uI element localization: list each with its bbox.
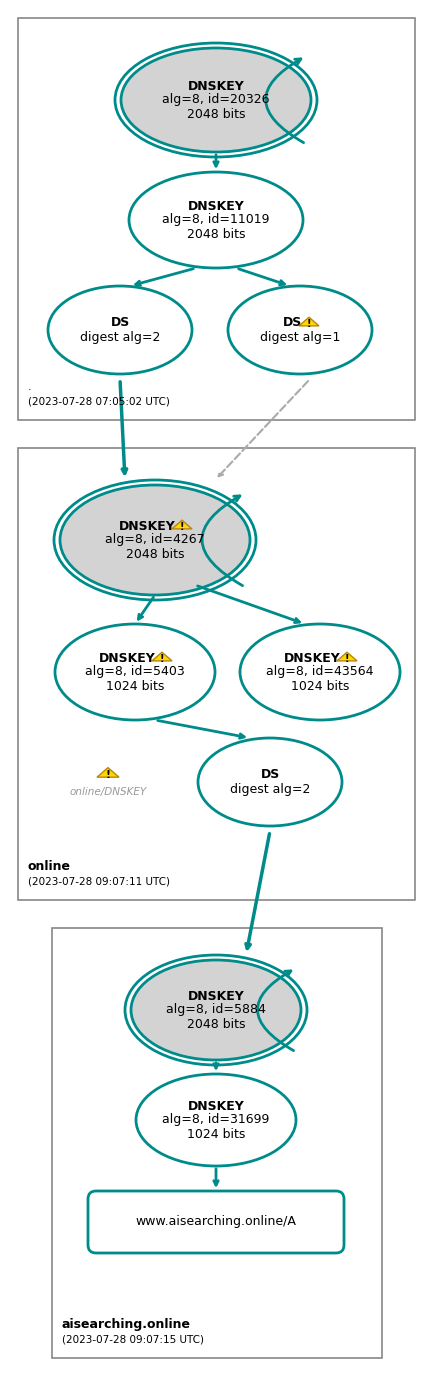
Text: alg=8, id=4267: alg=8, id=4267 xyxy=(105,533,205,547)
Text: DNSKEY: DNSKEY xyxy=(187,989,244,1003)
Ellipse shape xyxy=(60,485,250,595)
Text: DNSKEY: DNSKEY xyxy=(187,200,244,212)
Text: DS: DS xyxy=(260,769,280,781)
Ellipse shape xyxy=(48,287,192,373)
FancyBboxPatch shape xyxy=(18,448,415,900)
Text: digest alg=2: digest alg=2 xyxy=(80,331,160,343)
Polygon shape xyxy=(299,317,319,325)
Text: .: . xyxy=(28,382,32,391)
FancyBboxPatch shape xyxy=(88,1191,344,1253)
Text: www.aisearching.online/A: www.aisearching.online/A xyxy=(136,1215,297,1229)
Text: !: ! xyxy=(307,318,311,329)
Text: 2048 bits: 2048 bits xyxy=(187,107,245,120)
Polygon shape xyxy=(97,768,119,777)
Text: 2048 bits: 2048 bits xyxy=(126,547,184,561)
Text: alg=8, id=5884: alg=8, id=5884 xyxy=(166,1003,266,1017)
Text: (2023-07-28 09:07:15 UTC): (2023-07-28 09:07:15 UTC) xyxy=(62,1335,204,1345)
Text: online/DNSKEY: online/DNSKEY xyxy=(69,787,147,796)
Text: 1024 bits: 1024 bits xyxy=(187,1127,245,1141)
Text: alg=8, id=11019: alg=8, id=11019 xyxy=(162,214,270,226)
Text: digest alg=2: digest alg=2 xyxy=(230,783,310,795)
Text: (2023-07-28 07:05:02 UTC): (2023-07-28 07:05:02 UTC) xyxy=(28,397,170,407)
Ellipse shape xyxy=(240,624,400,719)
Text: DNSKEY: DNSKEY xyxy=(284,652,340,664)
Text: DNSKEY: DNSKEY xyxy=(99,652,155,664)
Polygon shape xyxy=(337,652,357,661)
Text: (2023-07-28 09:07:11 UTC): (2023-07-28 09:07:11 UTC) xyxy=(28,876,170,887)
Text: DS: DS xyxy=(110,317,129,329)
Text: 2048 bits: 2048 bits xyxy=(187,1017,245,1031)
Text: DNSKEY: DNSKEY xyxy=(187,1100,244,1112)
Text: 2048 bits: 2048 bits xyxy=(187,227,245,241)
Text: alg=8, id=31699: alg=8, id=31699 xyxy=(162,1113,270,1126)
Text: aisearching.online: aisearching.online xyxy=(62,1317,191,1331)
Text: DS: DS xyxy=(282,317,302,329)
Text: alg=8, id=5403: alg=8, id=5403 xyxy=(85,666,185,678)
Polygon shape xyxy=(172,521,192,529)
Text: 1024 bits: 1024 bits xyxy=(106,679,164,693)
FancyBboxPatch shape xyxy=(52,927,382,1357)
Ellipse shape xyxy=(228,287,372,373)
Ellipse shape xyxy=(131,960,301,1060)
Text: alg=8, id=43564: alg=8, id=43564 xyxy=(266,666,374,678)
FancyBboxPatch shape xyxy=(18,18,415,420)
Text: DNSKEY: DNSKEY xyxy=(187,80,244,92)
Text: digest alg=1: digest alg=1 xyxy=(260,331,340,343)
Text: !: ! xyxy=(345,655,349,664)
Text: DNSKEY: DNSKEY xyxy=(119,520,175,532)
Ellipse shape xyxy=(121,48,311,152)
Text: !: ! xyxy=(106,770,110,780)
Text: 1024 bits: 1024 bits xyxy=(291,679,349,693)
Ellipse shape xyxy=(198,739,342,825)
Text: !: ! xyxy=(160,655,164,664)
Text: alg=8, id=20326: alg=8, id=20326 xyxy=(162,94,270,106)
Text: online: online xyxy=(28,860,71,874)
Ellipse shape xyxy=(55,624,215,719)
Polygon shape xyxy=(152,652,172,661)
Ellipse shape xyxy=(129,172,303,267)
Text: !: ! xyxy=(180,522,184,532)
Ellipse shape xyxy=(136,1073,296,1166)
